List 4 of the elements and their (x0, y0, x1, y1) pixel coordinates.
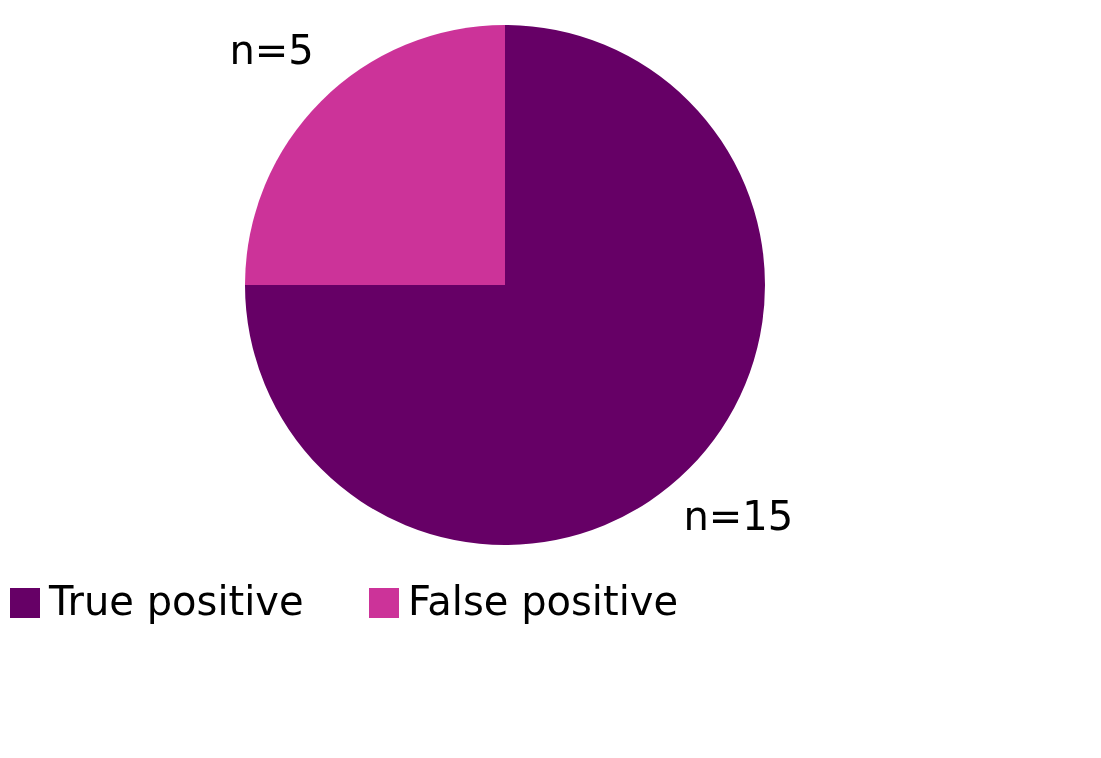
data-label: n=5 (229, 26, 314, 73)
data-label: n=15 (683, 493, 794, 540)
legend-label: False positive (408, 578, 679, 624)
legend-label: True positive (48, 578, 304, 624)
